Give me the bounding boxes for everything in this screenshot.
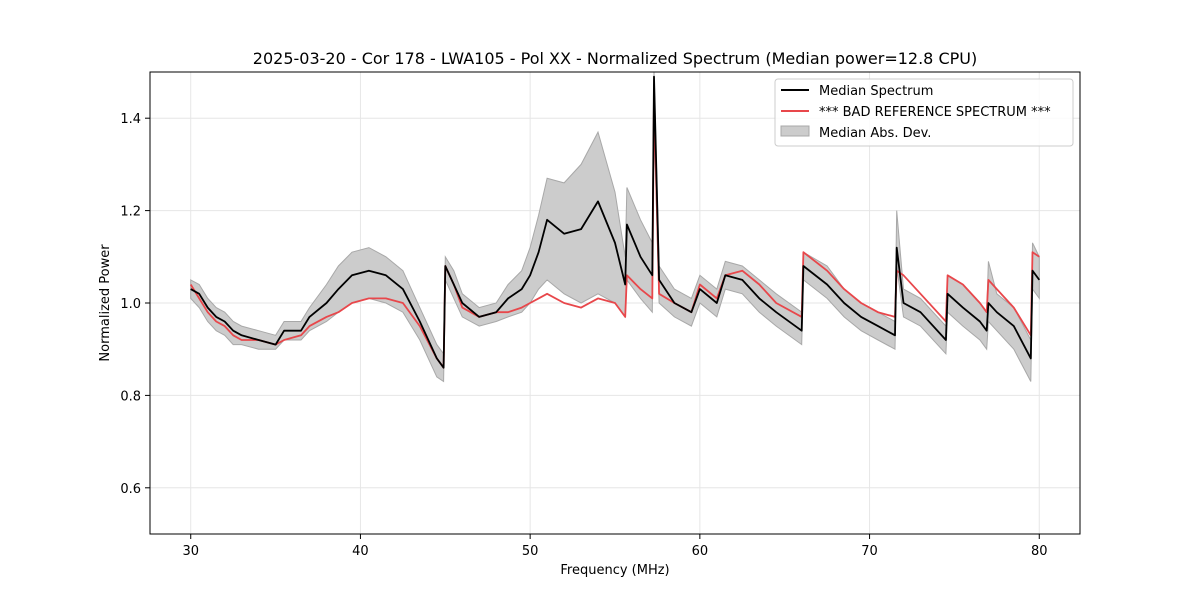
x-axis-ticks: 30 40 50 60 70 80 [182, 534, 1048, 559]
chart-title: 2025-03-20 - Cor 178 - LWA105 - Pol XX -… [253, 49, 977, 68]
legend-mad-swatch [780, 125, 810, 137]
x-tick-label: 80 [1031, 544, 1048, 559]
x-tick-label: 50 [522, 544, 539, 559]
y-tick-label: 0.6 [120, 482, 141, 497]
y-tick-label: 1.4 [120, 112, 141, 127]
reference-series-layer [189, 94, 1040, 369]
y-axis-label: Normalized Power [98, 244, 113, 362]
median-series-layer [190, 75, 1041, 369]
legend-box [774, 78, 1074, 147]
x-tick-label: 60 [692, 544, 709, 559]
y-axis-ticks: 0.6 0.8 1.0 1.2 1.4 [120, 112, 150, 497]
legend-mad-label: Median Abs. Dev. [819, 126, 931, 141]
legend-reference-label: *** BAD REFERENCE SPECTRUM *** [819, 105, 1051, 120]
y-tick-label: 1.2 [120, 205, 141, 220]
legend: Median Spectrum *** BAD REFERENCE SPECTR… [774, 78, 1074, 147]
legend-median-label: Median Spectrum [819, 84, 933, 99]
y-tick-label: 0.8 [120, 389, 141, 404]
x-tick-label: 30 [182, 544, 199, 559]
median-spectrum-line [190, 75, 1041, 369]
reference-spectrum-line [189, 94, 1040, 369]
x-tick-label: 70 [861, 544, 878, 559]
x-tick-label: 40 [352, 544, 369, 559]
x-axis-label: Frequency (MHz) [560, 563, 669, 578]
y-tick-label: 1.0 [120, 297, 141, 312]
